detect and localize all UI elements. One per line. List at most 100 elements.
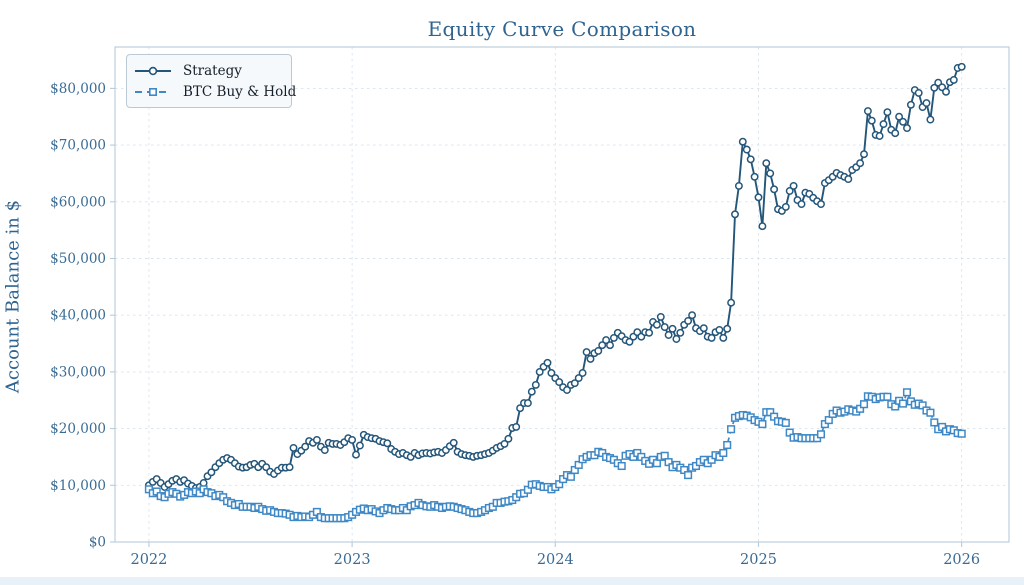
strategy-marker xyxy=(660,323,669,332)
strategy-marker xyxy=(516,404,525,413)
strategy-marker xyxy=(715,325,724,334)
strategy-marker xyxy=(582,348,591,357)
btc-marker xyxy=(816,430,826,439)
btc-marker xyxy=(859,400,869,409)
strategy-marker xyxy=(555,378,564,387)
strategy-marker xyxy=(957,62,966,71)
strategy-marker xyxy=(543,358,552,367)
btc-marker xyxy=(719,448,728,458)
legend-item-btc: BTC Buy & Hold xyxy=(133,81,296,102)
strategy-marker xyxy=(742,145,751,154)
x-tick-label: 2025 xyxy=(740,552,777,568)
strategy-marker xyxy=(668,324,677,333)
y-tick-label: $20,000 xyxy=(50,421,106,437)
strategy-marker xyxy=(785,187,794,195)
strategy-marker xyxy=(766,169,775,178)
strategy-marker xyxy=(914,88,923,97)
btc-marker xyxy=(758,420,767,429)
strategy-marker xyxy=(320,446,329,455)
legend: Strategy BTC Buy & Hold xyxy=(126,54,296,108)
btc-marker xyxy=(930,418,939,427)
strategy-marker xyxy=(797,200,806,209)
strategy-marker xyxy=(856,159,865,168)
strategy-marker xyxy=(531,380,540,389)
strategy-marker xyxy=(860,150,868,159)
strategy-marker xyxy=(867,116,876,125)
strategy-marker xyxy=(926,115,935,124)
btc-marker xyxy=(902,388,912,397)
legend-label-btc: BTC Buy & Hold xyxy=(183,83,297,100)
strategy-marker xyxy=(758,222,767,231)
strategy-marker xyxy=(899,117,907,126)
strategy-marker xyxy=(731,210,739,219)
strategy-marker xyxy=(606,341,614,350)
legend-item-strategy: Strategy xyxy=(133,60,283,81)
strategy-marker xyxy=(449,438,458,447)
btc-marker xyxy=(781,418,790,427)
strategy-marker xyxy=(535,367,544,376)
x-tick-label: 2023 xyxy=(334,552,371,568)
strategy-marker xyxy=(672,335,681,343)
btc-marker xyxy=(898,399,908,408)
strategy-marker xyxy=(770,185,779,194)
strategy-marker xyxy=(383,439,392,448)
strategy-marker xyxy=(891,129,900,138)
strategy-marker xyxy=(352,450,360,459)
strategy-marker xyxy=(719,333,728,342)
strategy-marker xyxy=(609,333,618,342)
strategy-marker xyxy=(738,137,747,146)
strategy-marker xyxy=(762,159,771,168)
y-axis-label: Account Balance in $ xyxy=(2,199,24,394)
btc-dashed-line-icon xyxy=(135,87,171,96)
strategy-marker xyxy=(598,341,607,350)
strategy-marker xyxy=(949,75,958,84)
strategy-marker xyxy=(199,479,208,487)
strategy-marker xyxy=(645,328,654,337)
strategy-marker xyxy=(664,331,673,339)
y-tick-label: $70,000 xyxy=(50,138,106,154)
strategy-marker xyxy=(781,202,790,211)
strategy-marker xyxy=(844,175,853,184)
strategy-marker xyxy=(523,399,532,408)
btc-marker xyxy=(566,472,575,481)
btc-marker xyxy=(957,429,966,438)
strategy-line-icon xyxy=(135,66,171,75)
y-tick-label: $80,000 xyxy=(50,81,106,97)
strategy-marker xyxy=(789,181,798,190)
strategy-marker xyxy=(355,441,364,450)
strategy-marker xyxy=(504,434,513,443)
x-tick-label: 2024 xyxy=(537,552,574,568)
y-tick-label: $10,000 xyxy=(50,478,106,494)
btc-marker xyxy=(926,408,935,417)
btc-marker xyxy=(684,471,693,480)
x-tick-label: 2026 xyxy=(943,552,980,568)
strategy-marker xyxy=(930,83,939,92)
strategy-marker xyxy=(875,132,884,140)
strategy-marker xyxy=(625,337,634,346)
btc-marker xyxy=(727,425,736,434)
strategy-marker xyxy=(746,155,755,164)
strategy-marker xyxy=(903,124,911,133)
strategy-marker xyxy=(942,87,950,96)
strategy-marker xyxy=(586,354,595,363)
strategy-marker xyxy=(527,387,536,396)
y-tick-label: $0 xyxy=(89,535,106,551)
strategy-marker xyxy=(563,386,571,394)
strategy-marker xyxy=(348,435,357,444)
strategy-marker xyxy=(652,320,661,329)
strategy-marker xyxy=(500,439,509,448)
strategy-marker xyxy=(863,107,872,116)
strategy-marker xyxy=(547,369,556,377)
strategy-marker xyxy=(574,374,583,383)
strategy-marker xyxy=(656,312,665,321)
btc-marker xyxy=(617,461,626,471)
strategy-marker xyxy=(723,324,732,333)
strategy-marker xyxy=(289,443,298,452)
x-tick-label: 2022 xyxy=(130,552,167,568)
strategy-marker xyxy=(817,200,825,209)
btc-marker xyxy=(883,392,892,401)
strategy-marker xyxy=(895,112,904,121)
strategy-marker xyxy=(734,181,743,190)
